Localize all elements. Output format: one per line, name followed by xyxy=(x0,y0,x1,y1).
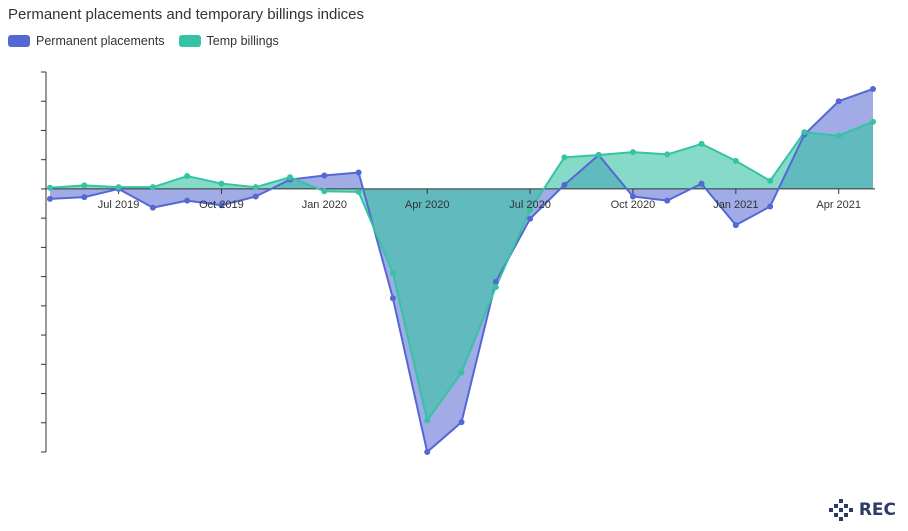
data-point[interactable] xyxy=(664,151,671,158)
data-point[interactable] xyxy=(218,180,225,187)
data-point[interactable] xyxy=(801,129,808,136)
legend-item-temp[interactable]: Temp billings xyxy=(178,34,279,48)
y-axis xyxy=(41,71,47,453)
x-tick-label: Jan 2020 xyxy=(302,199,347,211)
data-point[interactable] xyxy=(47,184,53,191)
data-point[interactable] xyxy=(527,206,534,213)
data-point[interactable] xyxy=(184,197,191,204)
data-point[interactable] xyxy=(595,152,602,159)
data-point[interactable] xyxy=(492,278,499,285)
data-point[interactable] xyxy=(835,98,842,105)
data-point[interactable] xyxy=(389,270,396,277)
rec-logo-text: REC xyxy=(858,500,896,520)
data-point[interactable] xyxy=(698,140,705,147)
data-point[interactable] xyxy=(252,193,259,200)
data-point[interactable] xyxy=(629,193,636,200)
data-point[interactable] xyxy=(527,215,534,222)
legend-item-permanent[interactable]: Permanent placements xyxy=(8,34,165,48)
legend-label-permanent: Permanent placements xyxy=(36,34,165,48)
data-point[interactable] xyxy=(115,184,122,191)
rec-logo-icon xyxy=(828,499,853,521)
data-point[interactable] xyxy=(698,180,705,187)
data-point[interactable] xyxy=(149,184,156,191)
data-point[interactable] xyxy=(184,173,191,180)
data-point[interactable] xyxy=(355,188,362,195)
data-point[interactable] xyxy=(321,188,328,195)
data-point[interactable] xyxy=(424,417,431,424)
x-tick-labels: Jul 2019 Oct 2019 Jan 2020 Apr 2020 Jul 2020… xyxy=(98,199,861,211)
data-point[interactable] xyxy=(458,369,465,376)
data-point[interactable] xyxy=(389,295,396,302)
legend-swatch-temp xyxy=(178,35,201,47)
x-tick-label: Apr 2021 xyxy=(816,199,861,211)
data-point[interactable] xyxy=(732,222,739,229)
data-point[interactable] xyxy=(492,284,499,291)
data-point[interactable] xyxy=(767,177,774,184)
x-tick-label: Oct 2019 xyxy=(199,199,244,211)
data-point[interactable] xyxy=(870,118,876,125)
x-tick-label: Oct 2020 xyxy=(611,199,656,211)
x-tick-label: Jul 2019 xyxy=(98,199,140,211)
data-point[interactable] xyxy=(81,194,88,201)
rec-logo: REC xyxy=(828,497,896,523)
x-tick-label: Apr 2020 xyxy=(405,199,450,211)
data-point[interactable] xyxy=(47,195,53,202)
data-point[interactable] xyxy=(629,149,636,156)
data-point[interactable] xyxy=(870,85,876,92)
data-point[interactable] xyxy=(355,169,362,176)
series-area-1 xyxy=(50,121,873,421)
data-point[interactable] xyxy=(664,197,671,204)
legend-swatch-permanent xyxy=(8,35,30,47)
legend-label-temp: Temp billings xyxy=(206,34,279,48)
data-point[interactable] xyxy=(458,419,465,426)
data-point[interactable] xyxy=(321,172,328,179)
data-point[interactable] xyxy=(252,184,259,191)
data-point[interactable] xyxy=(561,181,568,188)
data-point[interactable] xyxy=(732,157,739,164)
data-point[interactable] xyxy=(287,174,294,181)
legend: Permanent placements Temp billings xyxy=(8,34,279,48)
series-areas xyxy=(50,88,873,452)
data-point[interactable] xyxy=(149,204,156,211)
data-point[interactable] xyxy=(561,154,568,161)
data-point[interactable] xyxy=(424,449,431,455)
data-point[interactable] xyxy=(218,202,225,209)
x-tick-label: Jan 2021 xyxy=(713,199,758,211)
chart-title: Permanent placements and temporary billi… xyxy=(8,6,365,23)
data-point[interactable] xyxy=(835,132,842,139)
x-axis xyxy=(46,188,875,194)
x-tick-label: Jul 2020 xyxy=(509,199,551,211)
series-points xyxy=(47,85,876,455)
data-point[interactable] xyxy=(767,203,774,210)
data-point[interactable] xyxy=(81,182,88,189)
